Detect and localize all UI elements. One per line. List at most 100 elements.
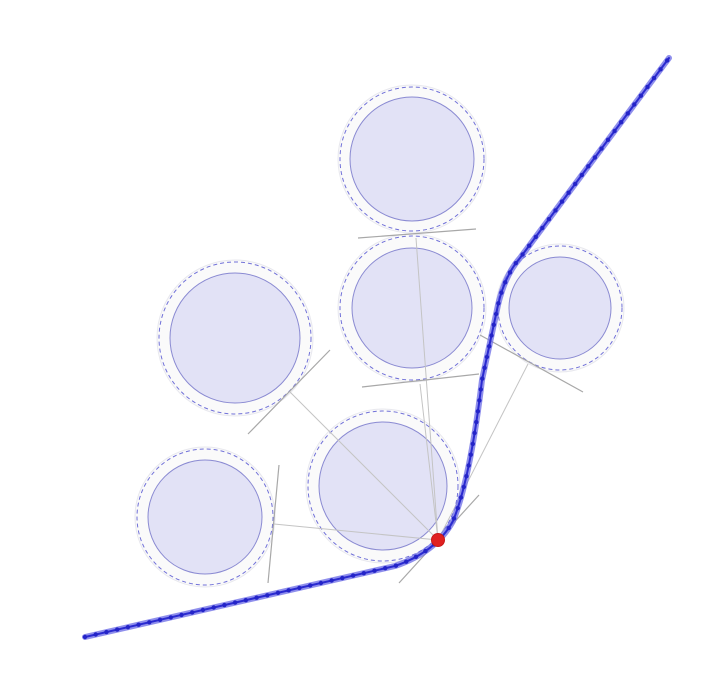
waypoint-dot [559, 199, 565, 204]
waypoint-dot [275, 590, 281, 595]
obstacle-bottom-left [134, 446, 276, 588]
waypoint-dot [297, 585, 302, 591]
waypoint-dot [491, 322, 496, 327]
waypoint-dot [361, 571, 366, 576]
waypoint-dot [446, 525, 451, 531]
ray-middle-left [289, 391, 439, 541]
waypoint-dot [599, 146, 604, 151]
waypoint-dot [489, 333, 494, 338]
waypoint-dot [222, 602, 227, 608]
waypoint-dot [104, 629, 109, 635]
waypoint-dot [477, 398, 482, 403]
ray-middle-center [419, 383, 439, 541]
waypoint-dot [157, 617, 163, 622]
waypoint-dot [243, 598, 248, 603]
waypoint-dot [651, 75, 657, 81]
waypoint-dot [493, 311, 499, 317]
waypoint-dot [482, 365, 487, 370]
waypoint-dot [350, 573, 356, 578]
ray-middle-right [437, 363, 529, 541]
waypoint-dot [383, 566, 388, 571]
waypoint-dot [520, 252, 525, 257]
tangent-top-center [357, 228, 477, 239]
waypoint-dot [413, 554, 419, 559]
waypoint-dot [136, 622, 141, 627]
waypoint-dot [468, 452, 473, 457]
waypoint-dot [393, 563, 399, 568]
obstacle-middle-left [156, 259, 314, 417]
waypoint-dot [658, 67, 663, 72]
waypoint-dot [480, 376, 485, 381]
waypoint-dot [625, 111, 630, 116]
waypoint-dot [605, 137, 611, 142]
robot-position-marker [431, 533, 445, 547]
waypoint-dot [308, 583, 313, 588]
waypoint-dot [464, 474, 469, 479]
trajectory [82, 55, 672, 640]
waypoint-dot [211, 605, 216, 610]
waypoint-dot [93, 632, 98, 637]
waypoint-dot [533, 234, 538, 240]
waypoint-dot [472, 430, 477, 436]
tangent-middle-right [479, 334, 584, 393]
waypoint-dot [125, 625, 131, 630]
waypoint-dot [147, 620, 152, 625]
waypoint-dot [254, 595, 259, 600]
waypoint-dot [586, 164, 591, 169]
waypoint-dot [82, 634, 88, 640]
waypoint-dot [566, 190, 571, 195]
trajectory-waypoints [82, 58, 670, 640]
waypoint-dot [638, 93, 644, 98]
waypoint-dot [458, 495, 464, 500]
waypoint-dot [179, 612, 184, 618]
waypoint-dot [573, 181, 578, 187]
waypoint-dot [632, 102, 637, 107]
waypoint-dot [503, 280, 508, 285]
waypoint-dot [579, 172, 584, 178]
waypoint-dot [612, 128, 617, 134]
waypoint-dot [168, 615, 173, 620]
waypoint-dot [665, 58, 670, 63]
tangent-middle-left [247, 349, 331, 435]
waypoint-dot [232, 600, 238, 605]
waypoint-dot [404, 559, 409, 564]
waypoint-dot [645, 84, 650, 90]
waypoint-dot [423, 548, 428, 554]
waypoint-dot [499, 290, 504, 295]
waypoint-dot [484, 354, 490, 360]
waypoint-dot [540, 225, 545, 231]
waypoint-dot [619, 120, 624, 125]
rays [273, 237, 529, 541]
waypoint-dot [372, 568, 377, 573]
waypoint-dot [340, 575, 345, 581]
waypoint-dot [553, 208, 558, 213]
obstacle-top-center [337, 84, 487, 234]
waypoint-dot [329, 578, 334, 583]
waypoint-dot [487, 344, 492, 349]
obstacle-middle-center [337, 233, 487, 383]
waypoint-dot [546, 217, 552, 222]
obstacle-bottom-center [305, 408, 461, 564]
tangent-middle-center [361, 373, 480, 388]
waypoint-dot [496, 301, 501, 306]
waypoint-dot [474, 419, 479, 425]
tangent-bottom-left [267, 464, 280, 584]
waypoint-dot [592, 155, 598, 160]
ray-bottom-left [273, 523, 439, 541]
waypoint-dot [466, 463, 471, 468]
waypoint-dot [513, 261, 518, 266]
waypoint-dot [527, 243, 532, 248]
waypoint-dot [286, 588, 291, 593]
waypoint-dot [455, 505, 460, 511]
waypoint-dot [470, 441, 475, 447]
waypoint-dot [115, 627, 120, 632]
waypoint-dot [461, 484, 466, 490]
waypoint-dot [478, 387, 483, 392]
waypoint-dot [507, 270, 513, 275]
ray-top-center [415, 237, 439, 541]
waypoint-dot [475, 409, 481, 414]
waypoint-dot [265, 593, 270, 598]
waypoint-dot [318, 580, 324, 586]
waypoint-dot [451, 516, 457, 521]
waypoint-dot [200, 607, 206, 613]
